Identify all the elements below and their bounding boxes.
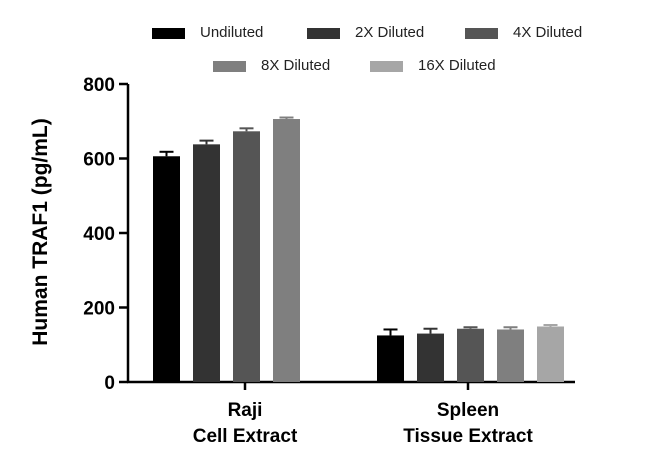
category-label: Tissue Extract — [403, 426, 533, 447]
bar — [497, 329, 524, 382]
category-labels: Raji Cell Extract Spleen Tissue Extract — [193, 400, 534, 447]
legend-label: 16X Diluted — [418, 57, 496, 74]
legend-swatch — [465, 28, 498, 39]
bars — [153, 116, 564, 382]
bar — [233, 131, 260, 382]
legend-label: 4X Diluted — [513, 24, 582, 41]
y-tick-label: 200 — [83, 299, 115, 320]
category-label: Raji — [228, 400, 263, 421]
legend-swatch — [152, 28, 185, 39]
bar — [153, 156, 180, 382]
category-label: Cell Extract — [193, 426, 298, 447]
y-tick-label: 400 — [83, 224, 115, 245]
legend-label: Undiluted — [200, 24, 263, 41]
bar — [417, 333, 444, 382]
bar — [537, 326, 564, 382]
bar — [457, 328, 484, 382]
legend-swatch — [307, 28, 340, 39]
y-tick-label: 800 — [83, 75, 115, 96]
y-tick-label: 0 — [104, 373, 115, 394]
legend-label: 2X Diluted — [355, 24, 424, 41]
y-axis: 0 200 400 600 800 — [83, 75, 130, 394]
bar — [377, 335, 404, 382]
legend-label: 8X Diluted — [261, 57, 330, 74]
y-axis-label: Human TRAF1 (pg/mL) — [29, 118, 52, 345]
bar — [273, 119, 300, 382]
category-label: Spleen — [437, 400, 499, 421]
legend: Undiluted 2X Diluted 4X Diluted 8X Diluted 1… — [152, 24, 582, 74]
legend-swatch — [213, 61, 246, 72]
bar — [193, 144, 220, 382]
y-tick-label: 600 — [83, 150, 115, 171]
legend-swatch — [370, 61, 403, 72]
x-axis — [127, 380, 575, 390]
